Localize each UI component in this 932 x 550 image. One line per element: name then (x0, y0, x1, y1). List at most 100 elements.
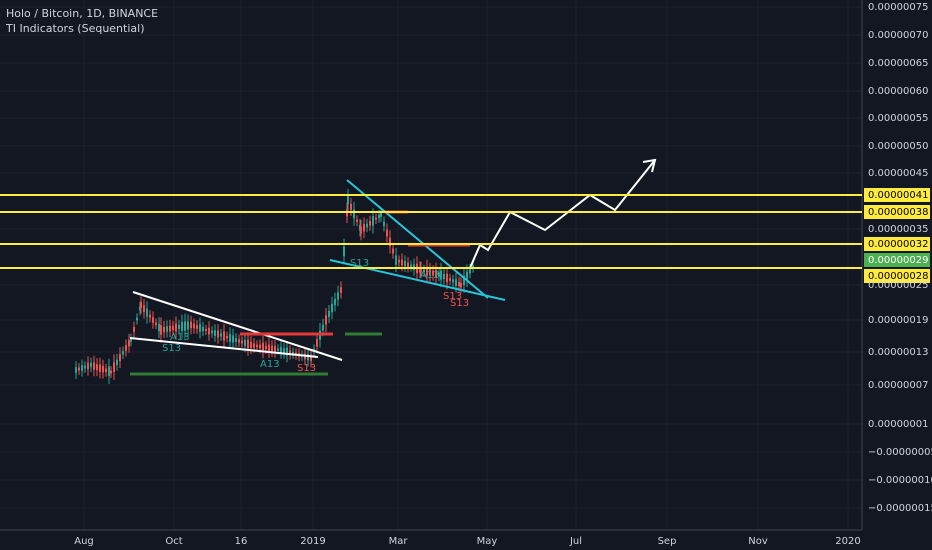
candle (220, 333, 222, 337)
candle (452, 279, 454, 283)
time-label: Oct (165, 536, 182, 547)
candle (143, 305, 145, 313)
candle (169, 325, 171, 332)
candle (375, 217, 377, 220)
annotation: S13 (450, 298, 469, 309)
candle (438, 272, 440, 277)
candle (256, 344, 258, 348)
time-label: May (477, 536, 498, 547)
candle (307, 354, 309, 361)
level-label: 0.00000032 (868, 239, 928, 250)
candle (119, 353, 121, 362)
candle (372, 216, 374, 226)
candle (116, 359, 118, 366)
candle (244, 339, 246, 347)
candle (136, 317, 138, 321)
candle (184, 321, 186, 331)
candle (235, 338, 237, 342)
candle (386, 229, 388, 237)
candle (280, 347, 282, 353)
projection-arrows (469, 159, 656, 269)
candle (226, 335, 228, 339)
candle (229, 334, 231, 342)
candle (378, 214, 380, 219)
candle (193, 323, 195, 329)
candle (110, 370, 112, 374)
candle (322, 324, 324, 331)
candle (163, 326, 165, 333)
time-label: Nov (748, 536, 768, 547)
candle (199, 324, 201, 332)
candles (75, 188, 474, 384)
time-label: 2020 (835, 536, 860, 547)
annotation: A13 (420, 270, 440, 281)
candle (208, 327, 210, 335)
candle (466, 271, 468, 280)
price-label: 0.00000007 (868, 380, 928, 391)
candle (202, 326, 204, 332)
price-label: 0.00000050 (868, 141, 928, 152)
candle (166, 326, 168, 332)
candle (407, 262, 409, 268)
candle (146, 308, 148, 317)
candle (78, 367, 80, 371)
candle (463, 275, 465, 286)
candle (250, 342, 252, 348)
candle (108, 366, 110, 377)
indicator-title: TI Indicators (Sequential) (5, 22, 145, 35)
candle (435, 269, 437, 278)
price-levels: 0.00000041 0.00000038 0.00000032 0.00000029… (0, 188, 930, 283)
candle (211, 330, 213, 334)
level-tag (864, 269, 930, 283)
candle (334, 298, 336, 306)
candle (455, 279, 457, 286)
price-label: 0.00000075 (868, 2, 928, 13)
level-label: 0.00000041 (868, 190, 928, 201)
candle (158, 323, 160, 332)
price-label: 0.00000060 (868, 86, 928, 97)
candle (187, 321, 189, 330)
candle (420, 267, 422, 273)
candle (410, 264, 412, 268)
candle (152, 317, 154, 323)
candle (271, 345, 273, 352)
candle (217, 330, 219, 338)
candle (175, 323, 177, 332)
candle (262, 342, 264, 352)
candle (178, 324, 180, 330)
candle (253, 343, 255, 348)
candle (328, 311, 330, 317)
candle (350, 203, 352, 210)
candle (93, 362, 95, 370)
time-label: Mar (389, 536, 409, 547)
candle (286, 347, 288, 356)
candle (190, 321, 192, 329)
level-label: 0.00000038 (868, 207, 928, 218)
candle (172, 325, 174, 331)
annotation: A13 (260, 359, 280, 370)
price-label: 0.00000035 (868, 224, 928, 235)
trendline (329, 259, 506, 301)
candle (87, 362, 89, 370)
arrow-head (642, 158, 657, 173)
candle (274, 346, 276, 352)
candle (472, 265, 474, 269)
candle (130, 338, 132, 342)
candle (325, 315, 327, 325)
candle (337, 292, 339, 300)
candle (113, 362, 115, 373)
annotation: S13 (443, 291, 462, 302)
level-tag (864, 253, 930, 267)
grid (0, 0, 862, 530)
candle (128, 340, 130, 347)
candle (105, 368, 107, 372)
candle (196, 325, 198, 329)
candle (155, 322, 157, 325)
candle (432, 270, 434, 276)
candle (331, 303, 333, 313)
annotation: S13 (297, 363, 316, 374)
candle (401, 259, 403, 266)
candle (340, 287, 342, 293)
